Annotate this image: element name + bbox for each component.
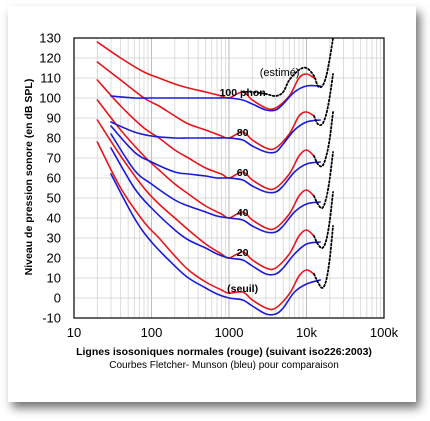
estimated-curve [313,225,334,289]
y-tick-label: 90 [47,111,61,126]
estimated-curve [313,151,334,210]
y-tick-label: 60 [47,171,61,186]
annotation-label: (estimé) [260,67,300,79]
y-tick-label: -10 [42,311,61,326]
y-tick-label: 100 [39,91,61,106]
fletcher-munson-curve [110,173,321,316]
annotation-label: 80 [237,127,249,139]
y-tick-label: 20 [47,251,61,266]
x-tick-label: 100k [370,325,399,340]
y-tick-label: 30 [47,231,61,246]
y-tick-label: 130 [39,31,61,46]
y-tick-label: 110 [40,71,61,86]
x-tick-label: 1000 [215,325,244,340]
fletcher-munson-curve [110,133,321,234]
fletcher-munson-curve [110,119,321,154]
annotation-label: 60 [237,167,249,179]
x-axis-label: Lignes isosoniques normales (rouge) (sui… [76,346,372,358]
annotation-label: (seuil) [227,283,258,295]
y-tick-label: 120 [39,51,61,66]
x-axis-sublabel: Courbes Fletcher- Munson (bleu) pour com… [109,360,339,371]
series-group [96,37,334,316]
y-tick-label: 80 [47,131,61,146]
x-tick-label: 10k [296,325,317,340]
x-tick-label: 10 [67,325,81,340]
y-tick-label: 40 [47,211,61,226]
plot-frame [73,37,385,319]
y-tick-label: 70 [47,151,61,166]
y-axis-label: Niveau de pression sonore (en dB SPL) [23,79,35,276]
annotation-label: 20 [237,247,249,259]
annotation-label: 100 phon [220,87,266,99]
y-tick-labels: -10 0 10 20 30 40 50 60 70 80 90 100 110 120 130 [39,31,61,326]
estimated-curve [313,191,334,249]
estimated-curve [241,37,334,97]
fletcher-munson-curve [110,147,321,276]
plot-border [73,37,385,319]
fletcher-munson-curve [110,84,321,112]
annotations: (estimé) 100 phon 80 60 40 20 (seuil) [220,67,300,295]
estimated-curve [313,111,334,168]
y-tick-label: 10 [47,271,61,286]
fletcher-munson-curve [110,125,321,194]
y-tick-label: 0 [54,291,61,306]
iso226-curve [96,141,315,311]
annotation-label: 40 [237,207,249,219]
grid [74,38,384,318]
estimated-curve [313,73,334,127]
x-tick-labels: 10 100 1000 10k 100k [67,325,399,340]
y-tick-label: 50 [47,191,61,206]
x-tick-label: 100 [141,325,163,340]
